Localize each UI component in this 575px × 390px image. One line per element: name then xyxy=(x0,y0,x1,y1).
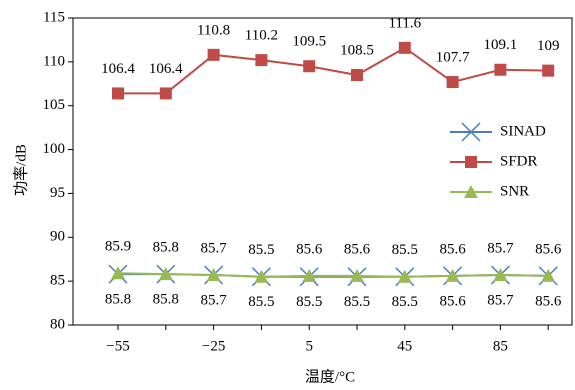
marker xyxy=(493,268,508,282)
data-label: 85.5 xyxy=(296,294,322,310)
marker xyxy=(397,269,412,283)
marker xyxy=(446,76,459,89)
y-tick-label: 110 xyxy=(43,53,65,69)
marker xyxy=(254,269,269,283)
series-line xyxy=(118,46,549,95)
data-label: 85.5 xyxy=(248,294,274,310)
marker xyxy=(351,69,363,82)
data-label: 85.5 xyxy=(392,242,418,258)
marker xyxy=(445,268,460,282)
legend-label: SFDR xyxy=(500,153,538,169)
data-label: 85.6 xyxy=(439,293,466,309)
x-tick-label: −55 xyxy=(106,338,129,354)
y-tick-label: 100 xyxy=(43,141,66,157)
data-label: 85.6 xyxy=(439,241,466,257)
data-label: 85.5 xyxy=(344,294,370,310)
data-label: 85.5 xyxy=(392,294,418,310)
data-label: 85.8 xyxy=(153,240,179,256)
y-tick-label: 80 xyxy=(50,316,65,332)
plot-frame xyxy=(72,17,573,326)
data-label: 110.8 xyxy=(197,22,230,38)
data-label: 109.1 xyxy=(484,37,518,53)
data-label: 85.8 xyxy=(153,292,179,308)
data-label: 85.8 xyxy=(105,292,131,308)
marker xyxy=(112,87,124,100)
y-tick-label: 105 xyxy=(43,97,66,113)
data-label: 85.5 xyxy=(248,242,274,258)
marker xyxy=(464,185,478,198)
marker xyxy=(158,267,173,281)
data-label: 106.4 xyxy=(149,61,183,77)
y-tick-label: 95 xyxy=(50,185,65,201)
data-label: 85.7 xyxy=(200,292,227,308)
y-tick-label: 90 xyxy=(50,229,65,245)
marker xyxy=(207,48,220,61)
x-tick-label: 85 xyxy=(493,338,508,354)
data-label: 111.6 xyxy=(388,15,421,31)
data-label: 110.2 xyxy=(245,28,278,44)
data-label: 85.7 xyxy=(200,240,227,256)
legend-label: SNR xyxy=(500,183,529,199)
y-tick-label: 85 xyxy=(50,273,65,289)
data-label: 106.4 xyxy=(101,61,135,77)
data-label: 85.6 xyxy=(535,293,562,309)
marker xyxy=(350,268,364,282)
marker xyxy=(542,64,555,77)
data-label: 85.6 xyxy=(296,241,323,257)
y-axis-label: 功率/dB xyxy=(12,144,29,196)
data-label: 85.7 xyxy=(487,240,514,256)
data-label: 85.6 xyxy=(535,241,562,257)
marker xyxy=(398,41,411,54)
data-label: 109 xyxy=(537,38,560,54)
data-label: 108.5 xyxy=(340,42,374,58)
x-axis-label: 温度/°C xyxy=(305,368,355,385)
data-label: 85.9 xyxy=(105,239,131,255)
data-label: 85.6 xyxy=(344,241,371,257)
marker xyxy=(255,54,268,67)
marker xyxy=(494,63,507,76)
marker-stroke xyxy=(461,122,481,142)
marker xyxy=(465,156,477,168)
series-line xyxy=(117,272,549,278)
marker xyxy=(541,268,556,282)
marker xyxy=(302,268,317,282)
marker xyxy=(159,87,172,100)
data-label: 107.7 xyxy=(436,49,470,65)
marker xyxy=(206,268,221,282)
y-tick-label: 115 xyxy=(43,9,65,25)
marker xyxy=(111,266,125,280)
marker xyxy=(461,122,481,142)
x-tick-label: −25 xyxy=(202,338,225,354)
x-tick-label: 45 xyxy=(397,338,412,354)
legend-label: SINAD xyxy=(500,123,546,139)
x-tick-label: 5 xyxy=(305,338,313,354)
marker xyxy=(303,60,316,73)
data-label: 85.7 xyxy=(487,292,514,308)
data-label: 109.5 xyxy=(292,34,326,50)
